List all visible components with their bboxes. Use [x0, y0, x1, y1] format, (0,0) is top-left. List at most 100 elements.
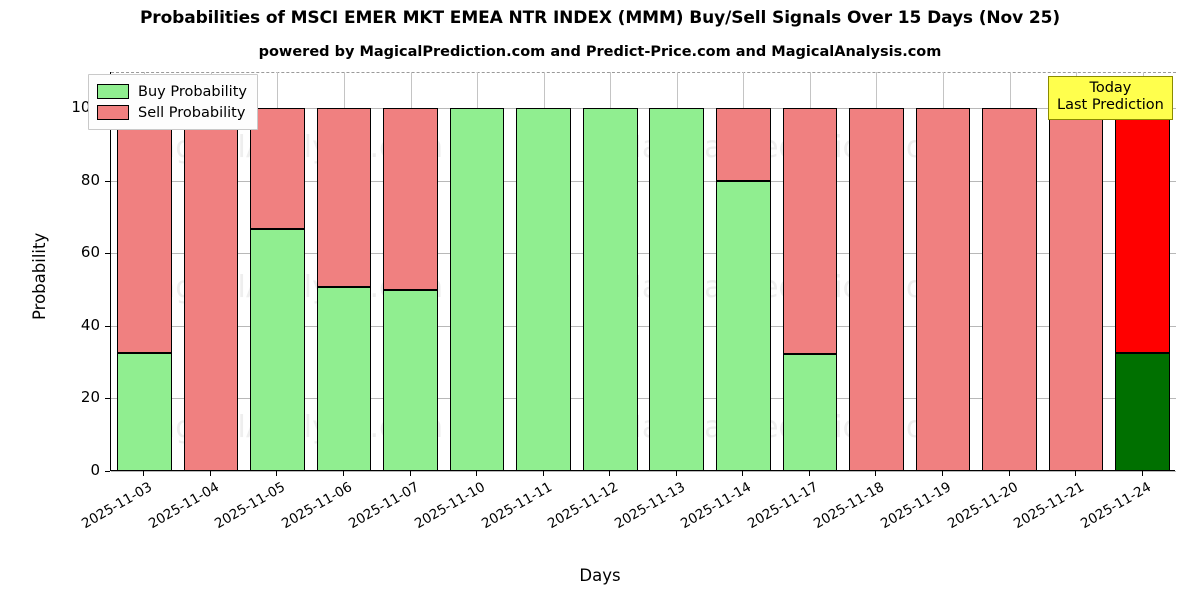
bar-group	[116, 72, 172, 471]
x-tick-mark	[1075, 471, 1077, 476]
x-tick-label: 2025-11-06	[279, 479, 355, 533]
bar-segment-sell	[716, 108, 771, 181]
legend-swatch-sell-icon	[97, 105, 129, 120]
x-tick-label: 2025-11-17	[744, 479, 821, 533]
legend-swatch-buy-icon	[97, 84, 129, 99]
bar-segment-sell	[1115, 108, 1170, 354]
bar-segment-sell	[849, 108, 904, 471]
x-tick-label: 2025-11-19	[878, 479, 955, 533]
bar-segment-sell	[982, 108, 1037, 471]
x-tick-label: 2025-11-21	[1011, 479, 1088, 533]
bar-group	[849, 72, 904, 471]
bar-group	[316, 72, 372, 471]
x-tick-label: 2025-11-05	[212, 479, 289, 533]
y-tick-label: 60	[80, 243, 100, 262]
legend-label-sell: Sell Probability	[138, 104, 246, 121]
x-tick-label: 2025-11-20	[944, 479, 1021, 533]
bar-group	[449, 72, 505, 471]
bar-segment-buy	[649, 108, 705, 471]
x-tick-mark	[942, 471, 944, 476]
x-tick-mark	[675, 471, 677, 476]
y-tick-mark	[105, 180, 110, 182]
x-tick-mark	[476, 471, 478, 476]
bar-group	[516, 72, 571, 471]
x-tick-label: 2025-11-03	[79, 479, 156, 533]
gridline	[111, 398, 1176, 400]
x-tick-mark	[808, 471, 810, 476]
x-tick-mark	[609, 471, 611, 476]
bar-segment-sell	[183, 108, 239, 471]
bar-group	[1115, 72, 1170, 471]
bar-group	[183, 72, 239, 471]
y-tick-mark	[105, 471, 110, 472]
x-tick-label: 2025-11-14	[678, 479, 755, 533]
bar-segment-buy	[1115, 353, 1170, 471]
reference-dashed-line	[111, 72, 1176, 73]
y-tick-mark	[105, 398, 110, 400]
bar-segment-buy	[116, 353, 172, 471]
x-tick-mark	[409, 471, 411, 476]
y-axis-label: Probability	[30, 232, 49, 320]
chart-title: Probabilities of MSCI EMER MKT EMEA NTR …	[139, 8, 1061, 28]
bar-segment-sell	[316, 108, 372, 287]
chart-legend: Buy Probability Sell Probability	[88, 74, 258, 130]
gridline	[111, 108, 1176, 110]
bar-group	[716, 72, 771, 471]
plot-area: MagicalAnalysis.comMagicalPrediction.com…	[110, 72, 1176, 472]
bar-group	[915, 72, 971, 471]
bar-group	[1048, 72, 1104, 471]
y-tick-mark	[105, 253, 110, 255]
bar-segment-sell	[250, 108, 305, 230]
legend-item-buy: Buy Probability	[97, 81, 247, 102]
x-tick-label: 2025-11-10	[412, 479, 489, 533]
bar-segment-buy	[250, 229, 305, 471]
bar-segment-buy	[782, 353, 838, 471]
bar-segment-buy	[383, 289, 438, 471]
x-tick-mark	[742, 471, 744, 476]
gridline	[111, 325, 1176, 327]
gridline	[111, 253, 1176, 255]
x-tick-mark	[209, 471, 211, 476]
bar-segment-buy	[316, 286, 372, 471]
x-tick-mark	[1141, 471, 1143, 476]
x-tick-mark	[276, 471, 278, 476]
today-annotation-line2: Last Prediction	[1057, 97, 1164, 114]
bar-group	[982, 72, 1037, 471]
bar-group	[250, 72, 305, 471]
x-tick-label: 2025-11-24	[1077, 479, 1154, 533]
x-tick-mark	[143, 471, 145, 476]
x-tick-label: 2025-11-07	[345, 479, 422, 533]
bar-group	[582, 72, 638, 471]
bar-group	[649, 72, 705, 471]
bar-segment-buy	[716, 180, 771, 471]
x-tick-mark	[342, 471, 344, 476]
y-tick-mark	[105, 325, 110, 327]
x-tick-mark	[875, 471, 877, 476]
bar-group	[782, 72, 838, 471]
x-tick-mark	[1008, 471, 1010, 476]
y-tick-label: 0	[90, 461, 100, 479]
bar-segment-sell	[383, 108, 438, 290]
chart-subtitle: powered by MagicalPrediction.com and Pre…	[258, 44, 942, 60]
x-axis-label: Days	[579, 566, 621, 585]
bar-segment-sell	[915, 108, 971, 471]
x-tick-label: 2025-11-12	[545, 479, 622, 533]
x-tick-label: 2025-11-18	[811, 479, 888, 533]
today-annotation-line1: Today	[1089, 80, 1132, 96]
bar-segment-buy	[516, 108, 571, 471]
gridline	[111, 180, 1176, 182]
x-tick-mark	[542, 471, 544, 476]
legend-label-buy: Buy Probability	[138, 83, 247, 100]
bar-group	[383, 72, 438, 471]
bar-segment-sell	[1048, 108, 1104, 471]
bar-segment-sell	[116, 108, 172, 354]
y-tick-label: 20	[80, 388, 100, 407]
x-tick-label: 2025-11-13	[611, 479, 688, 533]
y-tick-label: 40	[80, 315, 100, 334]
gridline	[111, 471, 1176, 472]
bar-segment-buy	[449, 108, 505, 471]
bar-segment-sell	[782, 108, 838, 354]
legend-item-sell: Sell Probability	[97, 102, 247, 123]
x-tick-label: 2025-11-11	[478, 479, 555, 533]
bar-series-layer	[111, 72, 1176, 471]
